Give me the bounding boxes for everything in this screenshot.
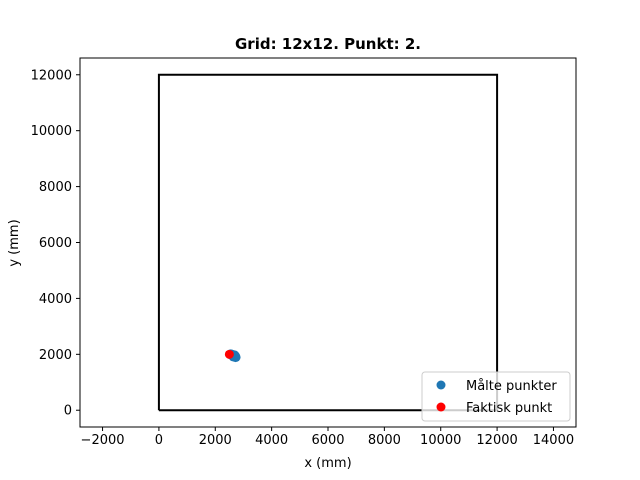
x-tick-label: 6000 (311, 433, 344, 448)
x-tick-label: 4000 (255, 433, 288, 448)
actual-point (224, 349, 234, 359)
y-tick-label: 2000 (39, 348, 72, 363)
y-tick-label: 6000 (39, 236, 72, 251)
y-tick-label: 0 (64, 404, 72, 419)
y-tick-label: 12000 (31, 68, 72, 83)
legend: Målte punkter Faktisk punkt (421, 371, 571, 422)
x-tick-label: 12000 (476, 433, 517, 448)
x-tick-label: 8000 (368, 433, 401, 448)
legend-box (421, 371, 571, 422)
legend-label-malte-punkter: Målte punkter (466, 379, 557, 394)
x-tick-label: 2000 (199, 433, 232, 448)
x-axis: −2000 0 2000 4000 6000 8000 10000 12000 14000 (81, 427, 574, 448)
grid-boundary-line (157, 73, 499, 412)
y-axis-label: y (mm) (7, 219, 22, 266)
y-tick-label: 8000 (39, 180, 72, 195)
x-tick-label: 0 (155, 433, 163, 448)
y-tick-label: 10000 (31, 124, 72, 139)
x-tick-label: 10000 (420, 433, 461, 448)
y-axis: 0 2000 4000 6000 8000 10000 12000 (31, 68, 80, 419)
legend-marker-faktisk-punkt (436, 402, 446, 412)
legend-label-faktisk-punkt: Faktisk punkt (466, 401, 552, 416)
data-points (224, 349, 241, 363)
x-tick-label: −2000 (81, 433, 125, 448)
legend-marker-malte-punkter (436, 380, 446, 390)
x-tick-label: 14000 (533, 433, 574, 448)
x-axis-label: x (mm) (304, 456, 351, 471)
chart-title: Grid: 12x12. Punkt: 2. (235, 35, 421, 53)
y-tick-label: 4000 (39, 292, 72, 307)
